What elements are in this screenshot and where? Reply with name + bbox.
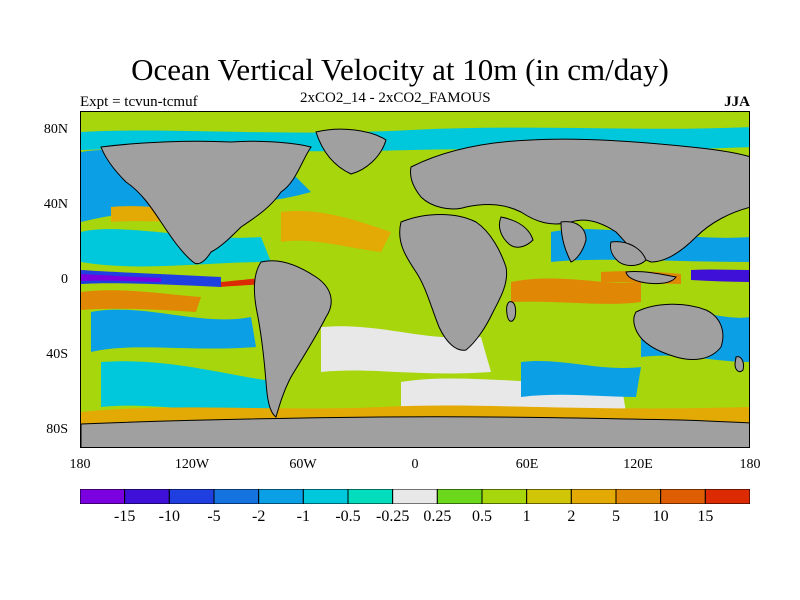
colorbar-label: 1 bbox=[522, 508, 531, 525]
colorbar-swatch bbox=[570, 489, 617, 504]
lon-label-120w: 120W bbox=[174, 457, 210, 472]
arabia bbox=[498, 216, 534, 248]
africa bbox=[399, 214, 508, 351]
north-america bbox=[100, 140, 312, 265]
colorbar-swatch bbox=[526, 489, 572, 504]
colorbar-swatch bbox=[436, 489, 483, 504]
land-masses bbox=[81, 128, 749, 447]
colorbar-label: 2 bbox=[567, 508, 576, 525]
greenland bbox=[315, 128, 387, 175]
colorbar-label: 5 bbox=[612, 508, 620, 525]
southeast-asia bbox=[610, 241, 647, 266]
lon-label-120e: 120E bbox=[623, 457, 653, 472]
colorbar-swatch bbox=[168, 489, 215, 504]
colorbar-label: -5 bbox=[207, 508, 221, 525]
colorbar-swatch bbox=[80, 489, 126, 504]
south-america bbox=[253, 260, 332, 418]
colorbar bbox=[80, 489, 750, 504]
colorbar-label: -15 bbox=[113, 508, 136, 525]
colorbar-swatch bbox=[347, 489, 394, 504]
europe-asia bbox=[410, 138, 749, 263]
experiment-label: Expt = tcvun-tcmuf bbox=[80, 94, 198, 110]
season-label: JJA bbox=[724, 94, 750, 110]
colorbar-label: -10 bbox=[158, 508, 180, 525]
australia bbox=[633, 303, 724, 360]
colorbar-label: -0.25 bbox=[375, 508, 410, 525]
lon-label-60e: 60E bbox=[515, 457, 539, 472]
colorbar-swatch bbox=[392, 489, 438, 504]
lat-label-0: 0 bbox=[61, 272, 68, 287]
colorbar-swatch bbox=[258, 489, 304, 504]
plot-title: Ocean Vertical Velocity at 10m (in cm/da… bbox=[131, 52, 669, 87]
new-zealand bbox=[734, 356, 744, 373]
lat-label-40n: 40N bbox=[43, 197, 68, 212]
colorbar-label: -0.5 bbox=[335, 508, 361, 525]
colorbar-swatch bbox=[302, 489, 349, 504]
colorbar-swatch bbox=[124, 489, 170, 504]
indonesia bbox=[625, 271, 677, 285]
colorbar-swatch bbox=[213, 489, 260, 504]
lat-label-80s: 80S bbox=[46, 422, 68, 437]
world-map bbox=[81, 112, 749, 447]
colorbar-swatch bbox=[704, 489, 750, 504]
colorbar-swatch bbox=[481, 489, 528, 504]
colorbar-label: 15 bbox=[697, 508, 714, 525]
colorbar-label: -2 bbox=[251, 508, 266, 525]
lon-label-0: 0 bbox=[411, 457, 419, 472]
antarctica bbox=[81, 416, 749, 447]
lon-label-180w: 180 bbox=[69, 457, 91, 472]
lon-label-60w: 60W bbox=[289, 457, 317, 472]
colorbar-label: -1 bbox=[296, 508, 310, 525]
lon-label-180e: 180 bbox=[739, 457, 761, 472]
colorbar-swatch bbox=[615, 489, 662, 504]
colorbar-label: 0.5 bbox=[472, 508, 492, 525]
madagascar bbox=[506, 301, 517, 322]
colorbar-label: 0.25 bbox=[423, 508, 452, 525]
comparison-label: 2xCO2_14 - 2xCO2_FAMOUS bbox=[300, 90, 491, 106]
map-frame bbox=[80, 111, 750, 448]
lat-label-80n: 80N bbox=[43, 122, 68, 137]
colorbar-swatch bbox=[660, 489, 706, 504]
lat-label-40s: 40S bbox=[46, 347, 68, 362]
india bbox=[560, 221, 587, 263]
colorbar-label: 10 bbox=[652, 508, 669, 525]
